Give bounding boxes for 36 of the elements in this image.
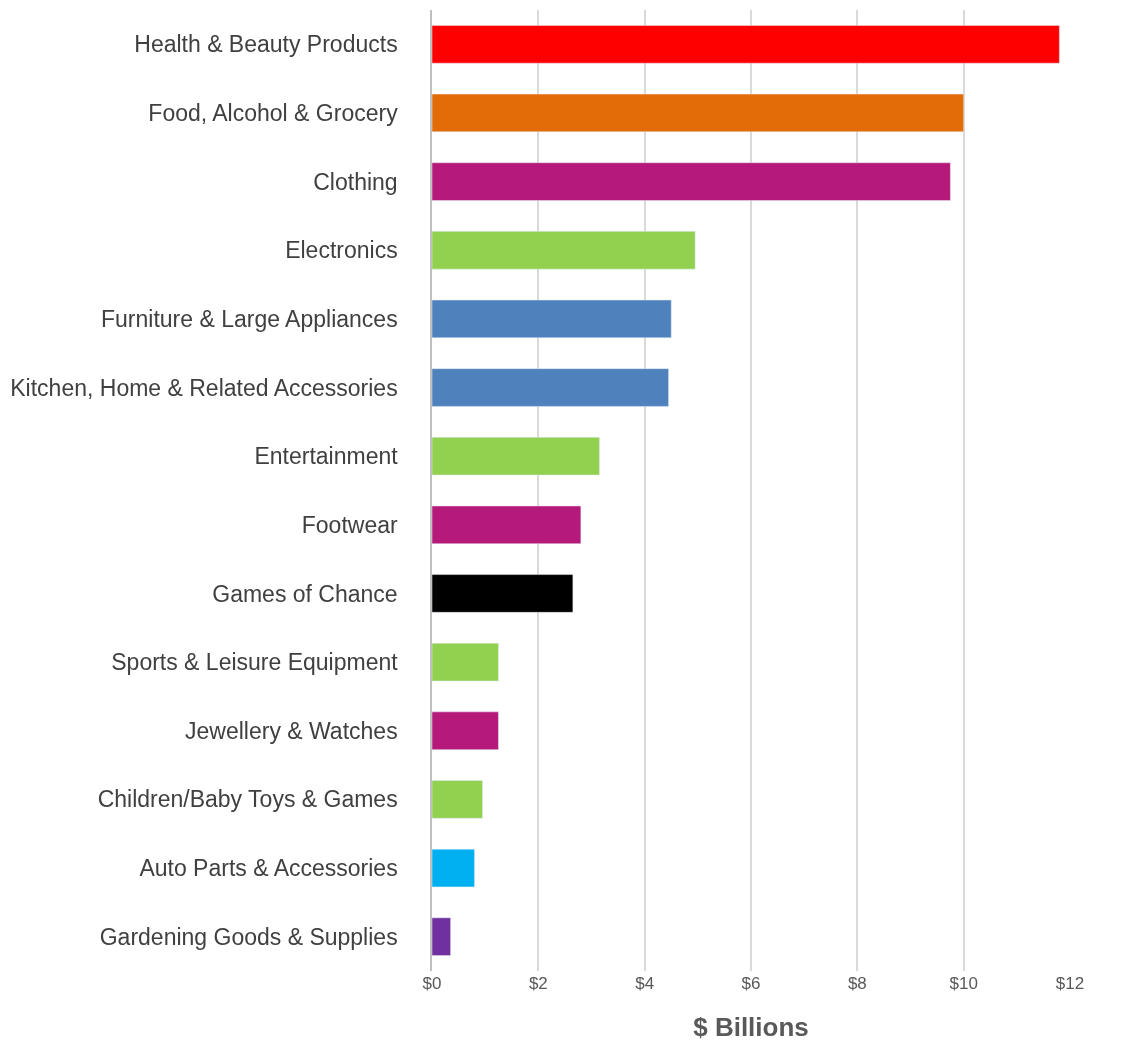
y-tick-label: Jewellery & Watches xyxy=(185,717,398,744)
y-tick-label: Food, Alcohol & Grocery xyxy=(148,100,399,127)
x-tick-label: $12 xyxy=(1055,974,1085,993)
bar xyxy=(432,848,475,888)
bar xyxy=(432,642,499,682)
bar xyxy=(432,917,451,956)
x-tick-label: $10 xyxy=(949,974,978,993)
y-tick-label: Gardening Goods & Supplies xyxy=(99,923,398,950)
y-tick-label: Furniture & Large Appliances xyxy=(101,305,398,332)
bar xyxy=(432,505,582,544)
bar xyxy=(432,93,964,133)
bar xyxy=(432,437,600,476)
bar xyxy=(432,231,696,270)
y-tick-label: Footwear xyxy=(301,511,398,538)
x-tick-label: $0 xyxy=(422,974,442,993)
bar xyxy=(432,368,669,407)
bar xyxy=(432,162,951,201)
y-tick-label: Health & Beauty Products xyxy=(134,31,398,58)
y-tick-label: Electronics xyxy=(285,237,398,264)
y-tick-label: Kitchen, Home & Related Accessories xyxy=(10,374,398,401)
y-tick-label: Sports & Leisure Equipment xyxy=(111,649,399,676)
x-tick-label: $8 xyxy=(847,974,867,993)
y-tick-label: Entertainment xyxy=(254,443,399,470)
y-tick-label: Games of Chance xyxy=(212,580,398,607)
y-tick-label: Auto Parts & Accessories xyxy=(139,855,398,882)
x-axis-title: $ Billions xyxy=(693,1011,809,1042)
bar xyxy=(432,780,483,819)
bar xyxy=(432,299,672,339)
bar xyxy=(432,25,1060,64)
bar xyxy=(432,574,574,613)
y-tick-label: Clothing xyxy=(313,168,398,195)
x-tick-label: $2 xyxy=(528,974,548,993)
bar xyxy=(432,711,499,750)
x-tick-label: $4 xyxy=(635,974,655,993)
x-tick-label: $6 xyxy=(741,974,761,993)
y-tick-label: Children/Baby Toys & Games xyxy=(97,786,398,813)
